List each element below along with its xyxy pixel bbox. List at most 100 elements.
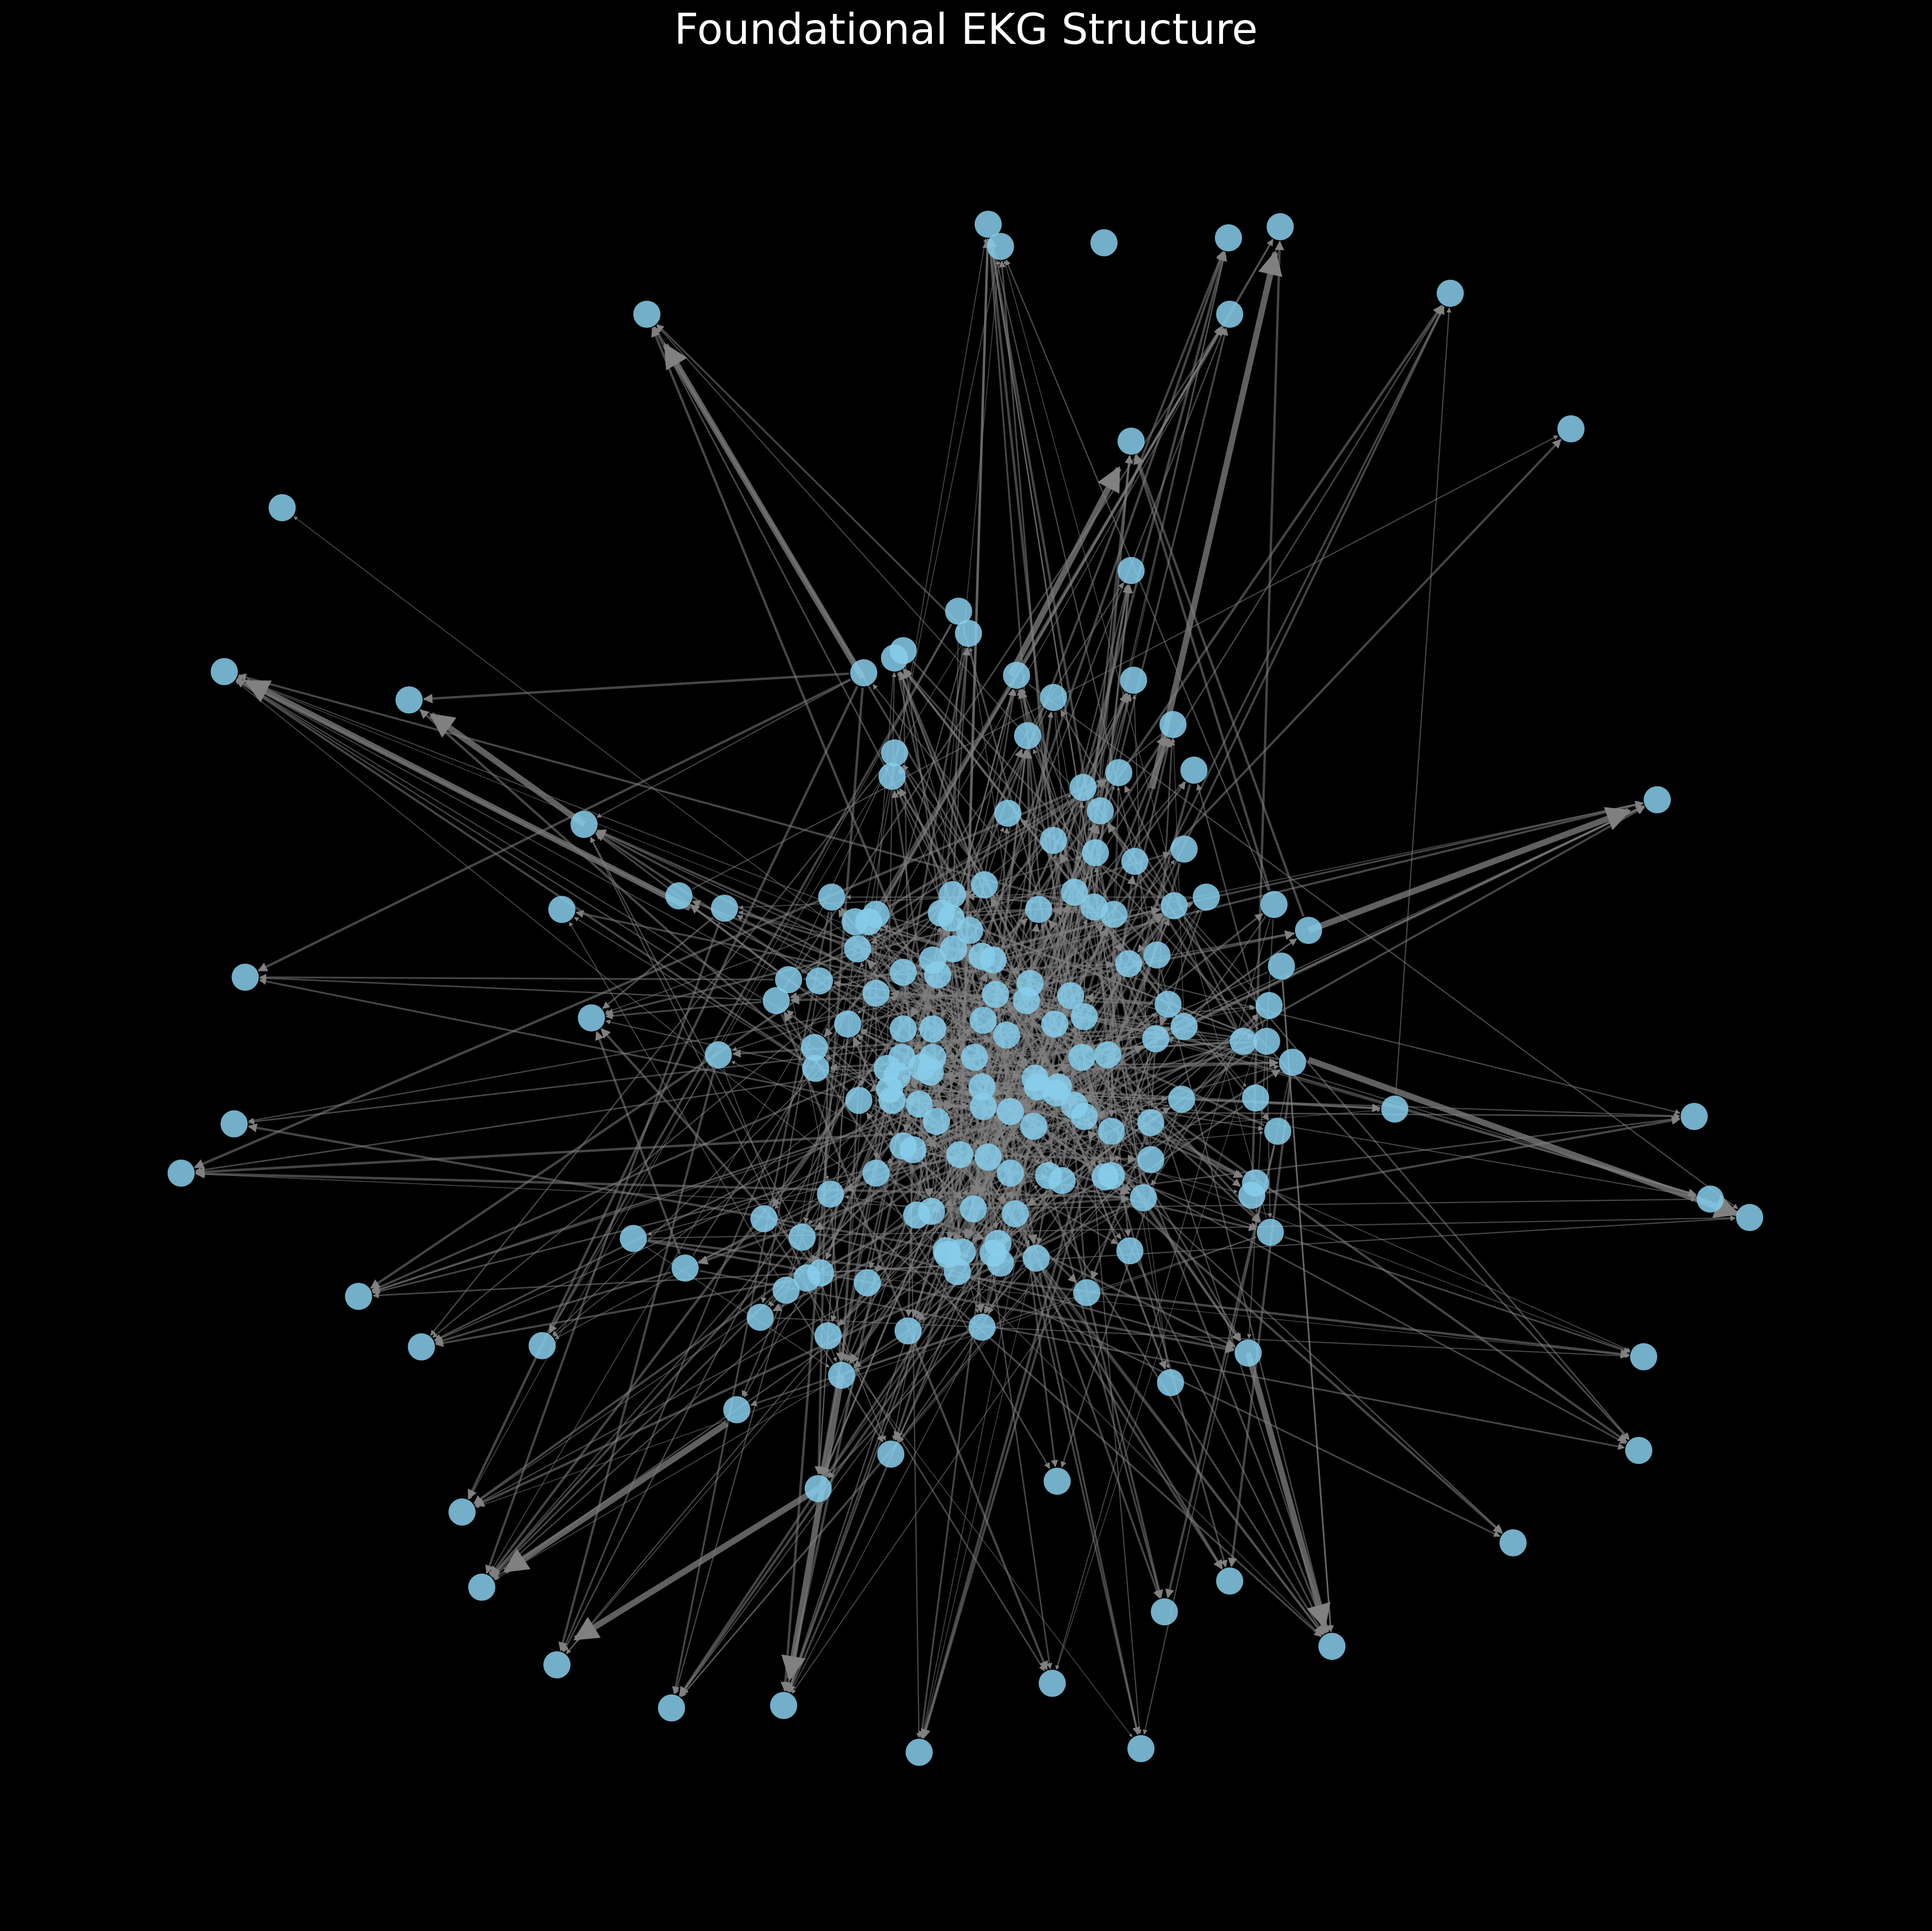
graph-node xyxy=(971,871,998,898)
graph-edge xyxy=(918,712,1053,1739)
graph-edge xyxy=(898,916,1266,1443)
graph-node xyxy=(996,1159,1024,1187)
graph-edge-heavy xyxy=(503,1421,729,1574)
graph-node xyxy=(793,1264,821,1292)
graph-edge-heavy xyxy=(573,1486,820,1642)
graph-node xyxy=(1256,991,1283,1020)
graph-node xyxy=(844,935,871,963)
graph-node xyxy=(1279,1048,1306,1076)
graph-edge xyxy=(491,780,1185,1577)
graph-node xyxy=(671,1254,699,1282)
graph-node xyxy=(1151,1598,1178,1626)
graph-edge xyxy=(590,837,801,1265)
graph-edge xyxy=(195,1069,873,1173)
graph-edge-heavy xyxy=(781,1375,845,1681)
graph-node xyxy=(1160,892,1188,919)
graph-node xyxy=(1253,1027,1280,1055)
graph-node xyxy=(1057,982,1085,1009)
graph-edge xyxy=(866,930,1048,1079)
graph-edge xyxy=(1102,781,1186,896)
graph-node xyxy=(1040,826,1067,854)
graph-edge xyxy=(195,1168,1129,1199)
graph-node xyxy=(968,942,996,970)
graph-edge xyxy=(235,679,804,1061)
graph-node xyxy=(1644,786,1671,813)
graph-edge xyxy=(590,837,814,1260)
graph-edge xyxy=(485,922,721,1574)
graph-node xyxy=(772,1276,800,1304)
graph-edge-heavy xyxy=(1007,466,1122,677)
graph-node xyxy=(968,1073,996,1101)
graph-node xyxy=(620,1225,647,1252)
graph-edge xyxy=(1036,1140,1162,1599)
graph-edge xyxy=(474,1203,1131,1507)
graph-edge xyxy=(680,1016,1260,1697)
graph-edge xyxy=(787,866,1092,1692)
graph-edge-heavy xyxy=(244,679,692,911)
graph-node xyxy=(1180,757,1208,784)
graph-node xyxy=(1625,1436,1653,1464)
graph-edge xyxy=(898,672,1045,1162)
graph-node xyxy=(1257,1218,1284,1246)
graph-node xyxy=(1021,1065,1049,1092)
graph-node xyxy=(905,1091,933,1118)
graph-node xyxy=(1736,1204,1764,1231)
graph-node xyxy=(1014,722,1041,750)
graph-node xyxy=(1242,1084,1270,1112)
graph-edge xyxy=(1086,738,1172,1102)
graph-edge xyxy=(566,1098,1029,1654)
graph-edge xyxy=(787,1120,980,1692)
graph-node xyxy=(1294,917,1322,944)
graph-node xyxy=(889,1132,917,1160)
graph-node xyxy=(1118,557,1145,584)
graph-node xyxy=(1216,300,1244,328)
graph-edge xyxy=(982,305,1443,1046)
graph-edge-heavy xyxy=(1307,1056,1740,1218)
graph-edge xyxy=(238,673,1100,912)
graph-edge xyxy=(548,623,952,1334)
graph-node xyxy=(1092,1163,1119,1191)
graph-edge xyxy=(864,239,1274,937)
graph-edge xyxy=(435,1279,793,1347)
graph-node xyxy=(1234,1339,1262,1367)
graph-edge xyxy=(467,685,859,1500)
nodes-layer xyxy=(167,211,1764,1766)
graph-node xyxy=(1002,1200,1029,1227)
graph-node xyxy=(1118,428,1145,455)
graph-node xyxy=(1040,684,1067,711)
graph-edge xyxy=(563,710,1048,1652)
graph-edge xyxy=(1269,1188,1631,1351)
graph-node xyxy=(1003,661,1030,689)
graph-node xyxy=(345,1283,372,1310)
graph-node xyxy=(1025,896,1053,923)
graph-edge xyxy=(840,1203,1322,1638)
graph-node xyxy=(468,1573,496,1601)
graph-node xyxy=(850,659,878,687)
graph-node xyxy=(876,1075,903,1103)
graph-edge xyxy=(656,325,1260,995)
graph-node xyxy=(987,233,1014,260)
graph-node xyxy=(268,494,296,522)
graph-node xyxy=(1073,1279,1101,1306)
graph-edge xyxy=(1056,1019,1265,1670)
graph-node xyxy=(1216,1567,1244,1595)
graph-edge xyxy=(723,1068,837,1362)
graph-edge xyxy=(1025,1111,1680,1120)
edges-layer xyxy=(194,238,1740,1739)
graph-node xyxy=(548,896,576,923)
graph-edge-heavy xyxy=(429,712,586,827)
graph-edge xyxy=(967,1282,1322,1637)
graph-node xyxy=(1070,1003,1098,1030)
graph-node xyxy=(940,935,968,963)
graph-edge-heavy xyxy=(1245,1352,1331,1629)
graph-edge xyxy=(1188,800,1644,904)
graph-edge xyxy=(259,975,762,1001)
graph-edge xyxy=(1134,454,1305,917)
graph-edge xyxy=(1395,307,1451,1095)
graph-edge xyxy=(259,977,845,1099)
graph-node xyxy=(1068,1043,1096,1071)
graph-edge xyxy=(1251,240,1285,1181)
graph-node xyxy=(1121,848,1148,875)
graph-node xyxy=(633,300,661,328)
